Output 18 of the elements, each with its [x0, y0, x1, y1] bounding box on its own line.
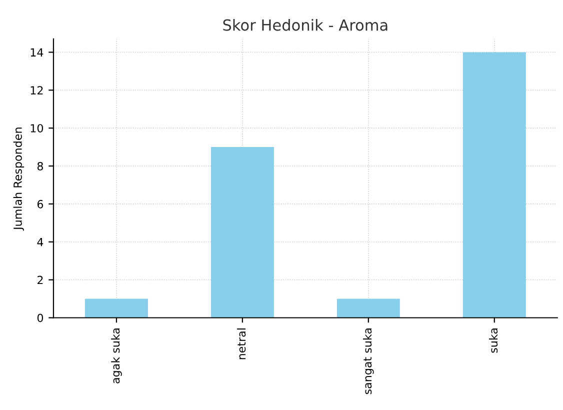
bar — [336, 298, 400, 318]
bar — [84, 298, 148, 318]
y-tick-label: 0 — [37, 314, 44, 322]
x-tick-label: agak suka — [111, 328, 122, 384]
chart-title: Skor Hedonik - Aroma — [223, 19, 388, 31]
y-tick-label: 12 — [30, 86, 43, 94]
bar — [462, 52, 526, 318]
y-tick-label: 10 — [30, 124, 44, 132]
bar — [210, 147, 274, 318]
y-tick-label: 8 — [37, 162, 43, 170]
y-tick-label: 4 — [37, 238, 44, 246]
x-tick-label: netral — [237, 328, 246, 360]
y-axis-title: Jumlah Responden — [13, 128, 24, 231]
y-tick-label: 2 — [38, 276, 43, 284]
y-tick-label: 6 — [37, 200, 44, 208]
x-tick-label: suka — [489, 328, 498, 353]
x-tick-label: sangat suka — [363, 328, 374, 394]
y-tick-label: 14 — [30, 48, 44, 56]
